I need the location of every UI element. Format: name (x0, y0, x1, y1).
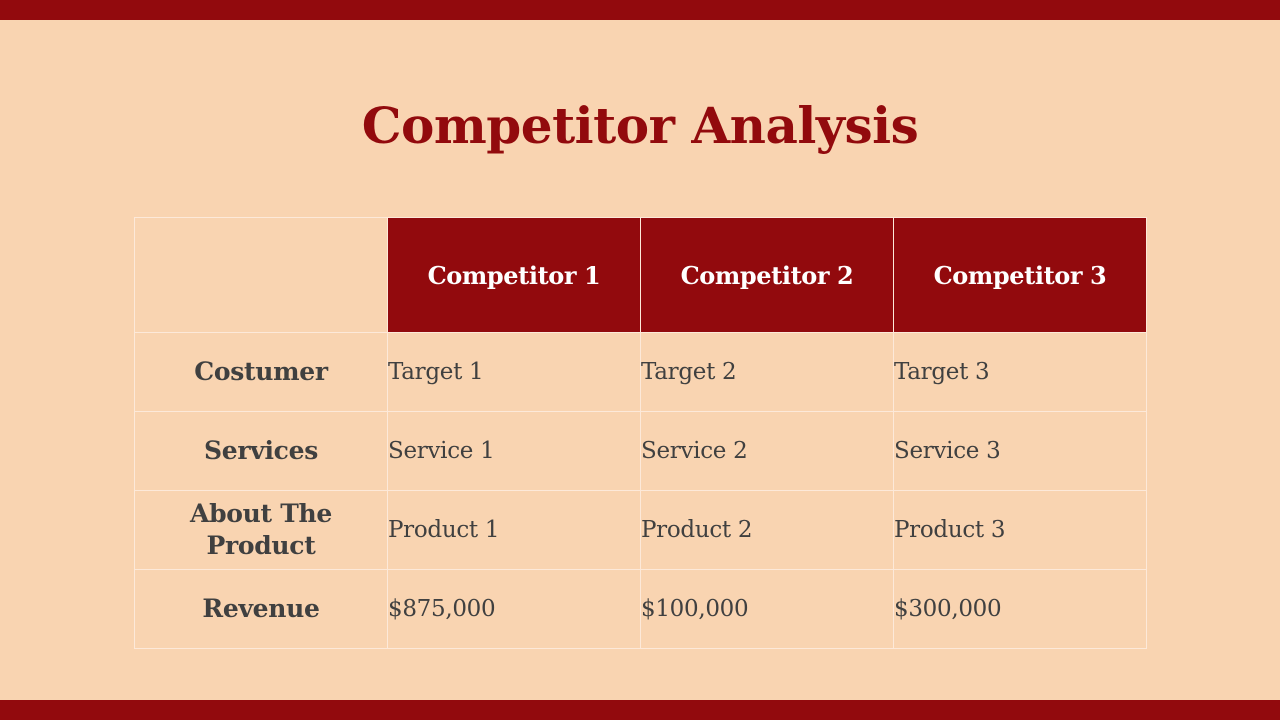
header-competitor-1: Competitor 1 (387, 217, 641, 333)
row-label-about-the-product: About The Product (134, 490, 388, 570)
slide-title: Competitor Analysis (361, 96, 919, 155)
table-cell: Product 2 (640, 490, 894, 570)
table-cell: Product 3 (893, 490, 1147, 570)
header-competitor-3: Competitor 3 (893, 217, 1147, 333)
table-row: About The Product Product 1 Product 2 Pr… (134, 490, 1147, 570)
table-cell: Product 1 (387, 490, 641, 570)
table-row: Revenue $875,000 $100,000 $300,000 (134, 569, 1147, 649)
top-accent-bar (0, 0, 1280, 20)
table-cell: $100,000 (640, 569, 894, 649)
table-cell: $300,000 (893, 569, 1147, 649)
table-cell: Target 1 (387, 332, 641, 412)
row-label-costumer: Costumer (134, 332, 388, 412)
table-row: Services Service 1 Service 2 Service 3 (134, 411, 1147, 491)
table-cell: Service 1 (387, 411, 641, 491)
row-label-services: Services (134, 411, 388, 491)
table-cell: $875,000 (387, 569, 641, 649)
table-cell: Service 2 (640, 411, 894, 491)
table-corner-cell (134, 217, 388, 333)
competitor-table: Competitor 1 Competitor 2 Competitor 3 C… (134, 217, 1147, 649)
table-cell: Target 3 (893, 332, 1147, 412)
table-cell: Service 3 (893, 411, 1147, 491)
table-header-row: Competitor 1 Competitor 2 Competitor 3 (134, 217, 1147, 333)
bottom-accent-bar (0, 700, 1280, 720)
row-label-revenue: Revenue (134, 569, 388, 649)
table-row: Costumer Target 1 Target 2 Target 3 (134, 332, 1147, 412)
table-cell: Target 2 (640, 332, 894, 412)
header-competitor-2: Competitor 2 (640, 217, 894, 333)
